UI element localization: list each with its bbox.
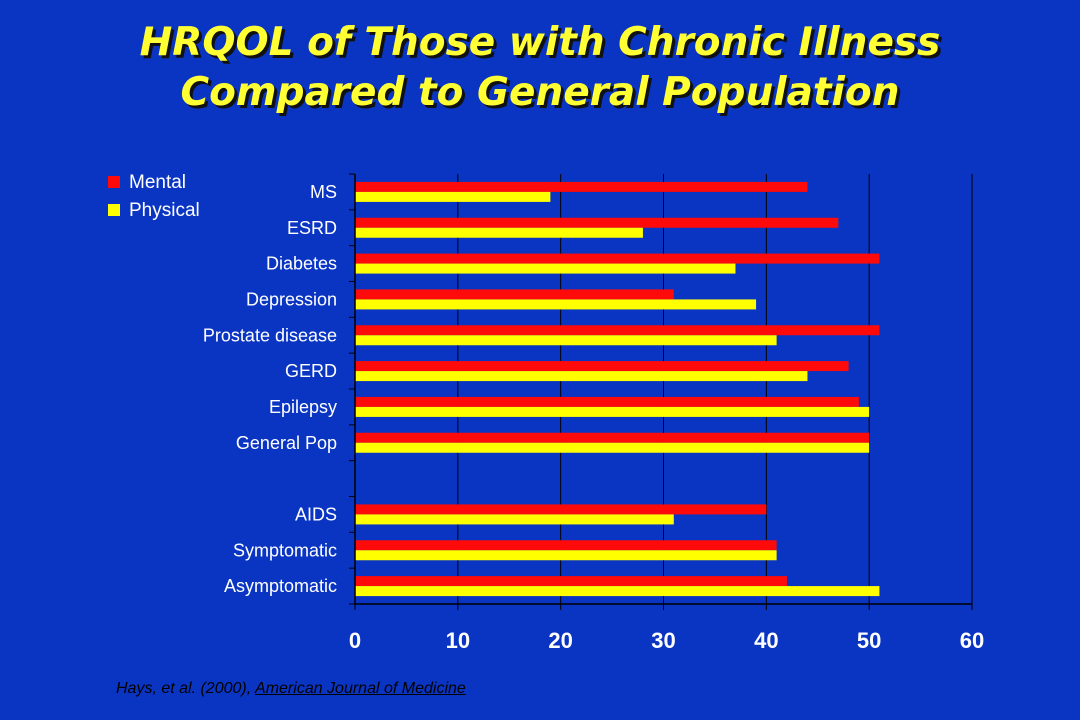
x-tick-label-60: 60 <box>960 628 984 653</box>
category-label-5: GERD <box>285 361 337 381</box>
source-journal-link[interactable]: American Journal of Medicine <box>255 680 466 697</box>
legend-label-mental: Mental <box>129 172 186 193</box>
bar-mental-6 <box>355 396 859 407</box>
legend-swatch-mental <box>108 176 120 188</box>
x-tick-label-0: 0 <box>349 628 361 653</box>
category-label-4: Prostate disease <box>203 325 337 345</box>
x-tick-label-40: 40 <box>754 628 778 653</box>
category-label-9: AIDS <box>295 504 337 524</box>
bar-physical-11 <box>355 586 880 597</box>
x-tick-label-10: 10 <box>446 628 470 653</box>
bar-physical-7 <box>355 442 870 453</box>
legend-label-physical: Physical <box>129 200 200 221</box>
bar-mental-1 <box>355 217 839 228</box>
bar-mental-0 <box>355 181 808 192</box>
title-line-2: Compared to General Population <box>180 70 900 115</box>
category-label-3: Depression <box>246 289 337 309</box>
bar-mental-2 <box>355 253 880 264</box>
grid-lines <box>457 174 973 604</box>
category-label-0: MS <box>310 182 337 202</box>
x-tick-label-50: 50 <box>857 628 881 653</box>
x-tick-label-30: 30 <box>651 628 675 653</box>
source-authors: Hays, et al. (2000), <box>116 680 256 697</box>
legend-swatch-physical <box>108 204 120 216</box>
category-labels: MS ESRD Diabetes Depression Prostate disease… <box>203 182 337 596</box>
category-label-6: Epilepsy <box>269 397 337 417</box>
bar-mental-3 <box>355 289 674 300</box>
bars <box>355 181 880 597</box>
source-citation: Hays, et al. (2000), American Journal of… <box>116 680 466 698</box>
bar-physical-1 <box>355 227 643 238</box>
bar-mental-10 <box>355 540 777 551</box>
bar-mental-7 <box>355 432 870 443</box>
category-label-10: Symptomatic <box>233 540 337 560</box>
category-label-2: Diabetes <box>266 254 337 274</box>
bar-mental-11 <box>355 576 787 587</box>
bar-physical-4 <box>355 335 777 346</box>
title-line-1: HRQOL of Those with Chronic Illness <box>139 20 941 65</box>
bar-physical-9 <box>355 514 674 525</box>
category-label-11: Asymptomatic <box>224 576 337 596</box>
category-label-1: ESRD <box>287 218 337 238</box>
slide-title: HRQOL of Those with Chronic Illness Comp… <box>0 18 1080 118</box>
category-label-7: General Pop <box>236 433 337 453</box>
bar-mental-4 <box>355 325 880 336</box>
bar-physical-0 <box>355 191 551 202</box>
bar-physical-3 <box>355 299 757 310</box>
bar-physical-6 <box>355 406 870 417</box>
bar-mental-5 <box>355 361 849 372</box>
legend: Mental Physical <box>108 172 200 221</box>
axes <box>349 173 973 610</box>
x-tick-label-20: 20 <box>548 628 572 653</box>
bar-physical-2 <box>355 263 736 274</box>
bar-physical-5 <box>355 371 808 382</box>
bar-physical-10 <box>355 550 777 561</box>
bar-mental-9 <box>355 504 767 515</box>
tick-labels: 0 10 20 30 40 50 60 <box>349 628 984 653</box>
